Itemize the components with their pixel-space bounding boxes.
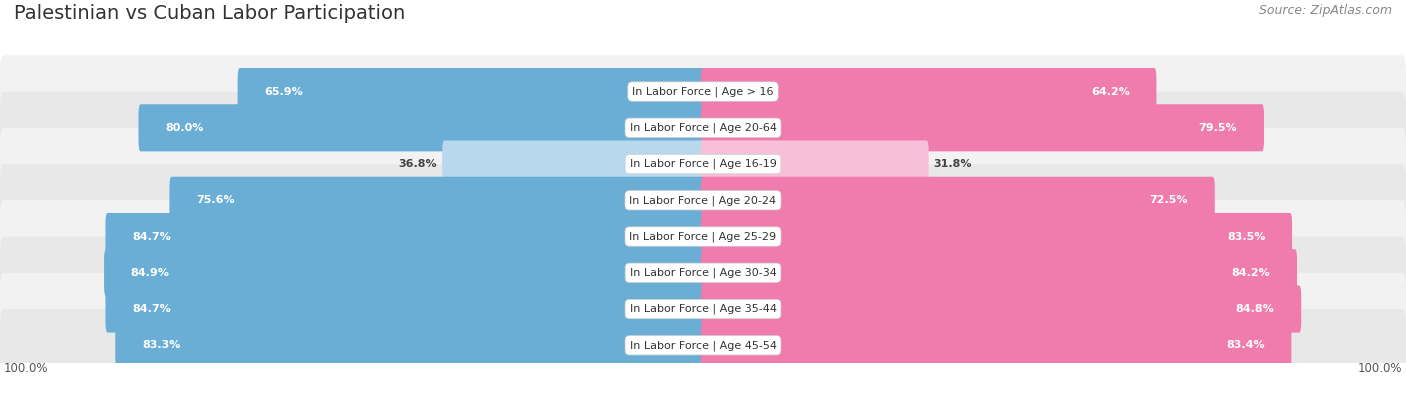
FancyBboxPatch shape (700, 286, 1302, 333)
FancyBboxPatch shape (700, 141, 929, 188)
FancyBboxPatch shape (0, 237, 1406, 309)
Text: In Labor Force | Age 20-64: In Labor Force | Age 20-64 (630, 122, 776, 133)
Text: In Labor Force | Age 16-19: In Labor Force | Age 16-19 (630, 159, 776, 169)
FancyBboxPatch shape (700, 177, 1215, 224)
FancyBboxPatch shape (138, 104, 704, 151)
FancyBboxPatch shape (0, 92, 1406, 164)
Text: In Labor Force | Age > 16: In Labor Force | Age > 16 (633, 86, 773, 97)
FancyBboxPatch shape (0, 200, 1406, 273)
FancyBboxPatch shape (238, 68, 704, 115)
Text: 83.5%: 83.5% (1227, 231, 1265, 241)
FancyBboxPatch shape (441, 141, 706, 188)
Text: 83.3%: 83.3% (142, 340, 180, 350)
FancyBboxPatch shape (105, 213, 704, 260)
Text: 84.7%: 84.7% (132, 304, 172, 314)
Text: 83.4%: 83.4% (1226, 340, 1265, 350)
Text: 84.8%: 84.8% (1236, 304, 1275, 314)
FancyBboxPatch shape (700, 213, 1292, 260)
Text: 72.5%: 72.5% (1150, 195, 1188, 205)
Text: 79.5%: 79.5% (1199, 123, 1237, 133)
FancyBboxPatch shape (700, 68, 1156, 115)
Text: 31.8%: 31.8% (934, 159, 972, 169)
FancyBboxPatch shape (0, 55, 1406, 128)
Text: In Labor Force | Age 45-54: In Labor Force | Age 45-54 (630, 340, 776, 350)
FancyBboxPatch shape (105, 286, 704, 333)
Text: In Labor Force | Age 35-44: In Labor Force | Age 35-44 (630, 304, 776, 314)
Text: In Labor Force | Age 30-34: In Labor Force | Age 30-34 (630, 267, 776, 278)
Text: Palestinian vs Cuban Labor Participation: Palestinian vs Cuban Labor Participation (14, 4, 405, 23)
FancyBboxPatch shape (104, 249, 704, 296)
FancyBboxPatch shape (700, 104, 1264, 151)
FancyBboxPatch shape (0, 128, 1406, 200)
Text: 36.8%: 36.8% (399, 159, 437, 169)
Text: 100.0%: 100.0% (3, 361, 48, 374)
Text: 75.6%: 75.6% (197, 195, 235, 205)
FancyBboxPatch shape (170, 177, 704, 224)
FancyBboxPatch shape (0, 164, 1406, 237)
Text: 84.9%: 84.9% (131, 268, 170, 278)
Text: 84.7%: 84.7% (132, 231, 172, 241)
FancyBboxPatch shape (0, 273, 1406, 345)
Text: 100.0%: 100.0% (1358, 361, 1403, 374)
Text: 65.9%: 65.9% (264, 87, 304, 96)
Text: 80.0%: 80.0% (165, 123, 204, 133)
FancyBboxPatch shape (0, 309, 1406, 382)
FancyBboxPatch shape (700, 322, 1292, 369)
Text: In Labor Force | Age 25-29: In Labor Force | Age 25-29 (630, 231, 776, 242)
FancyBboxPatch shape (115, 322, 704, 369)
Text: 64.2%: 64.2% (1091, 87, 1130, 96)
Text: 84.2%: 84.2% (1232, 268, 1271, 278)
Text: Source: ZipAtlas.com: Source: ZipAtlas.com (1258, 4, 1392, 17)
Text: In Labor Force | Age 20-24: In Labor Force | Age 20-24 (630, 195, 776, 205)
FancyBboxPatch shape (700, 249, 1296, 296)
